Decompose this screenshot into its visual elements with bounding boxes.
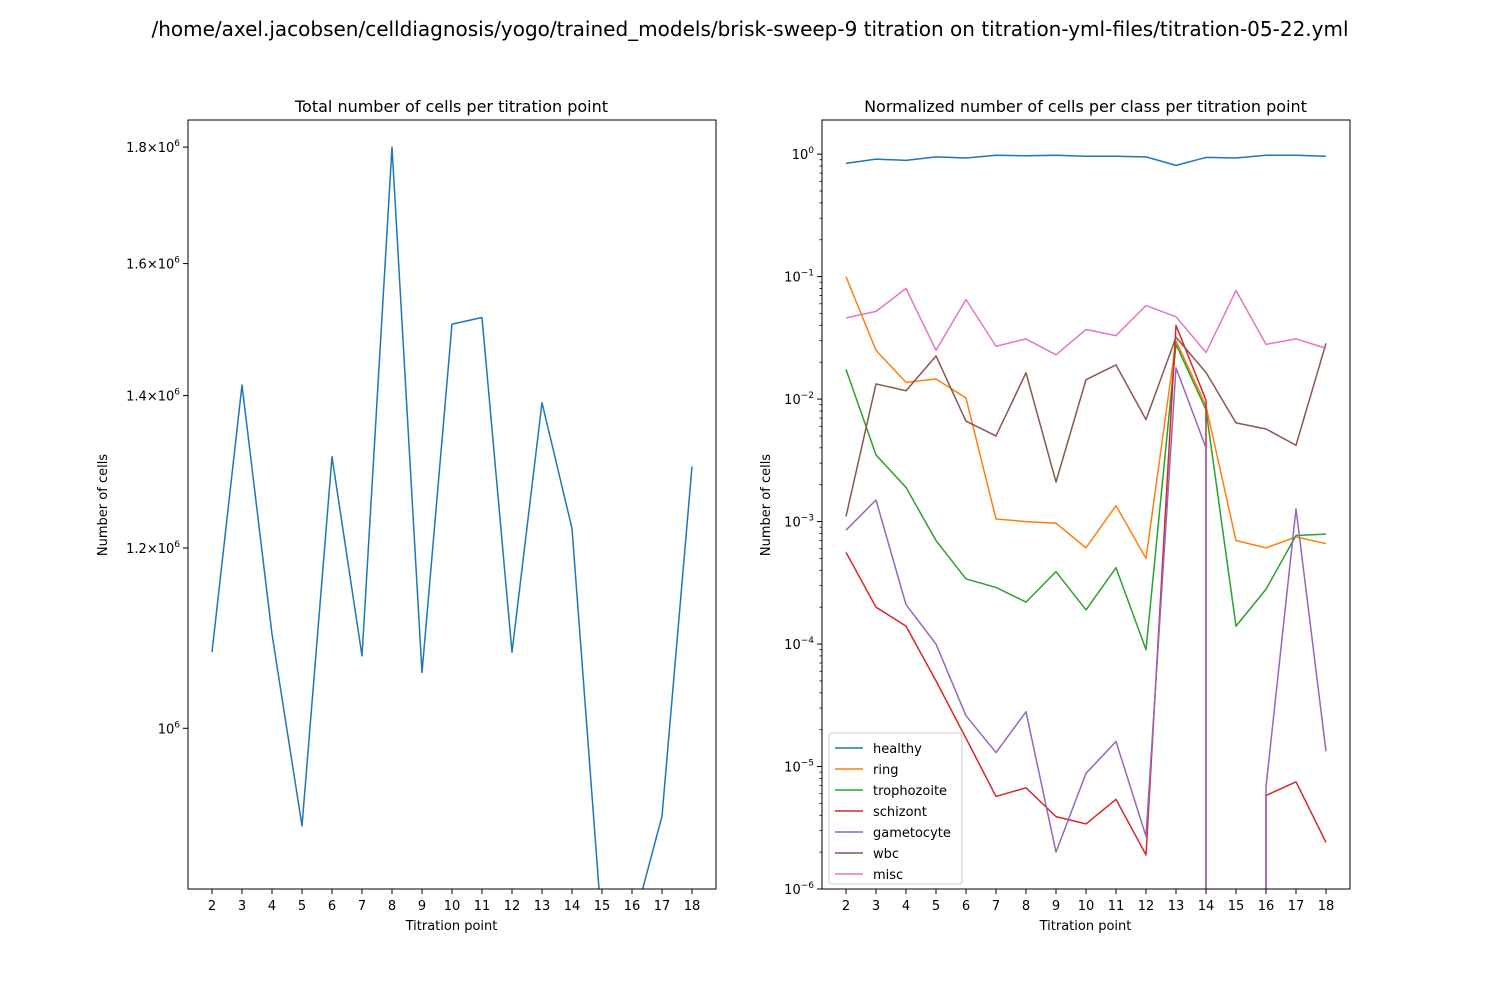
right-series-line-healthy [845,154,1327,167]
left-y-tick-label: 1.8×106 [126,139,180,156]
right-x-tick-label: 17 [1288,899,1305,914]
left-x-tick-label: 14 [564,899,581,914]
right-x-tick-label: 14 [1198,899,1215,914]
legend-label-trophozoite: trophozoite [873,784,947,799]
right-series-line-schizont [845,324,1327,889]
left-y-tick-label: 1.6×106 [126,256,180,273]
left-x-tick-label: 10 [444,899,461,914]
left-x-tick-label: 12 [504,899,521,914]
left-y-tick-label: 1.4×106 [126,388,180,405]
left-x-tick-label: 15 [594,899,611,914]
right-chart-ylabel: Number of cells [759,454,774,556]
right-plot-area: 2 3 4 5 6 7 8 9 10 11 12 13 14 15 16 17 18 10−6 10−5 10−4 10… [784,119,1351,914]
right-x-tick-label: 8 [1022,899,1030,914]
left-x-tick-label: 8 [388,899,396,914]
right-x-tick-label: 2 [842,899,850,914]
right-y-tick-label: 10−3 [784,514,814,531]
right-series-line-misc [845,287,1327,356]
figure-title: /home/axel.jacobsen/celldiagnosis/yogo/t… [151,17,1348,41]
left-x-tick-label: 17 [654,899,671,914]
legend-label-ring: ring [873,763,898,778]
left-x-tick-label: 2 [208,899,216,914]
right-x-tick-label: 15 [1228,899,1245,914]
legend-label-healthy: healthy [873,742,922,757]
left-x-tick-label: 11 [474,899,491,914]
right-x-tick-label: 12 [1138,899,1155,914]
left-x-tick-label: 7 [358,899,366,914]
right-x-tick-label: 4 [902,899,910,914]
right-chart-xlabel: Titration point [1039,919,1132,934]
left-chart-xlabel: Titration point [405,919,498,934]
right-series-line-wbc [845,336,1327,517]
legend-label-misc: misc [873,868,903,883]
left-axes-frame [187,119,717,890]
left-x-tick-label: 3 [238,899,246,914]
right-x-tick-label: 13 [1168,899,1185,914]
right-axes-frame [821,119,1351,890]
right-y-tick-label: 10−5 [784,759,814,776]
left-chart-ylabel: Number of cells [96,454,111,556]
right-y-tick-label: 100 [792,146,815,163]
right-x-tick-label: 5 [932,899,940,914]
right-chart-title: Normalized number of cells per class per… [864,97,1307,116]
right-y-tick-label: 10−2 [784,391,814,408]
left-chart-title: Total number of cells per titration poin… [294,97,608,116]
legend-box [828,732,963,885]
legend-label-wbc: wbc [873,847,899,862]
right-x-tick-label: 6 [962,899,970,914]
left-plot-area: 2 3 4 5 6 7 8 9 10 11 12 13 14 15 16 17 18 106 1.2×106 1.4×… [126,119,717,914]
right-series-line-trophozoite [845,343,1327,651]
left-chart: Total number of cells per titration poin… [96,97,717,934]
left-x-tick-label: 16 [624,899,641,914]
left-y-tick-label: 1.2×106 [126,540,180,557]
right-y-tick-label: 10−6 [784,881,814,898]
right-x-tick-label: 9 [1052,899,1060,914]
right-x-tick-label: 11 [1108,899,1125,914]
legend-label-schizont: schizont [873,805,927,820]
left-x-tick-label: 18 [684,899,701,914]
left-x-tick-label: 13 [534,899,551,914]
left-series-line-0 [211,146,693,889]
legend-label-gametocyte: gametocyte [873,826,951,841]
left-x-tick-label: 4 [268,899,276,914]
left-x-tick-label: 9 [418,899,426,914]
right-x-tick-label: 18 [1318,899,1335,914]
left-x-tick-label: 5 [298,899,306,914]
right-x-tick-label: 7 [992,899,1000,914]
right-y-tick-label: 10−1 [784,269,814,286]
right-series-line-gametocyte [845,367,1327,889]
right-x-tick-label: 10 [1078,899,1095,914]
left-y-tick-label: 106 [158,720,181,737]
right-series-line-ring [845,276,1327,560]
right-x-tick-label: 16 [1258,899,1275,914]
legend: healthy ring trophozoite schizont gametocyte… [828,732,963,885]
right-chart: Normalized number of cells per class per… [759,97,1351,934]
right-x-tick-label: 3 [872,899,880,914]
right-y-tick-label: 10−4 [784,636,814,653]
left-x-tick-label: 6 [328,899,336,914]
